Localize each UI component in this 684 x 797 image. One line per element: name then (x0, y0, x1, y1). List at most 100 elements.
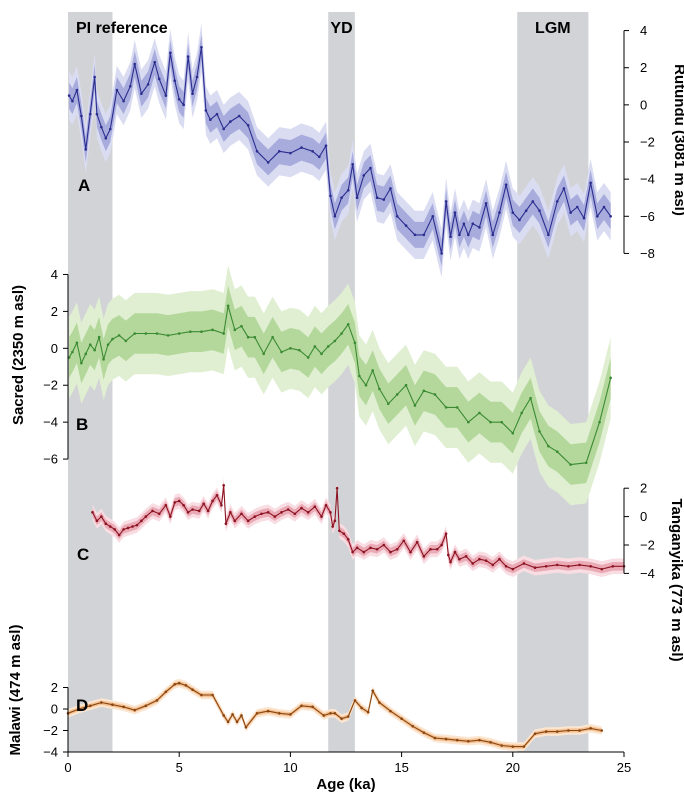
y-axis-title-B: Sacred (2350 m asl) (10, 285, 27, 425)
point-A-9 (104, 136, 108, 140)
point-D-2 (88, 704, 92, 708)
point-B-36 (333, 339, 337, 343)
point-A-66 (471, 222, 475, 226)
point-D-49 (511, 745, 515, 748)
point-D-54 (567, 729, 570, 732)
y-tick-label-A-3: −2 (640, 135, 655, 150)
data-series (66, 23, 626, 751)
point-C-59 (389, 550, 392, 554)
y-tick-label-C-0: 2 (640, 481, 647, 496)
uncertainty-inner-C (92, 481, 624, 574)
point-C-71 (453, 550, 457, 554)
y-tick-label-C-2: −2 (640, 538, 655, 553)
point-B-22 (226, 304, 230, 308)
point-A-70 (498, 211, 501, 214)
point-B-34 (320, 352, 323, 356)
point-C-68 (444, 532, 448, 535)
point-D-41 (422, 731, 426, 734)
point-C-85 (567, 565, 570, 568)
point-A-81 (575, 205, 579, 209)
point-D-1 (77, 707, 81, 711)
point-A-20 (169, 51, 172, 55)
point-A-0 (67, 94, 71, 97)
point-B-24 (240, 324, 243, 328)
point-A-11 (115, 88, 119, 92)
y-tick-label-D-3: −4 (43, 745, 58, 760)
point-C-74 (471, 562, 475, 565)
point-A-77 (547, 233, 550, 237)
x-tick-label-0: 0 (64, 760, 71, 775)
point-D-34 (360, 706, 363, 710)
point-A-3 (80, 114, 83, 118)
point-C-23 (202, 502, 205, 506)
point-C-18 (177, 499, 181, 503)
point-C-31 (233, 519, 237, 523)
y-tick-label-A-2: 0 (640, 97, 647, 112)
point-D-45 (467, 739, 470, 743)
panel-label-B: B (76, 415, 88, 434)
point-D-46 (478, 738, 481, 742)
point-C-72 (458, 557, 461, 561)
point-C-81 (522, 562, 526, 565)
point-D-22 (255, 712, 259, 715)
point-B-48 (422, 389, 426, 393)
uncertainty-inner-B (69, 285, 611, 485)
point-B-61 (555, 450, 559, 453)
panel-label-D: D (76, 696, 88, 715)
point-D-21 (244, 725, 248, 729)
point-C-26 (215, 494, 219, 497)
point-A-25 (191, 92, 194, 96)
point-B-47 (413, 404, 417, 407)
point-A-74 (524, 209, 528, 213)
point-D-14 (200, 693, 203, 697)
point-B-25 (246, 335, 250, 339)
point-A-30 (215, 112, 219, 116)
point-A-64 (462, 222, 466, 226)
point-C-33 (246, 519, 250, 523)
point-D-11 (177, 681, 181, 685)
point-A-56 (413, 233, 417, 237)
point-C-29 (224, 522, 228, 525)
point-B-58 (529, 396, 532, 400)
point-C-70 (449, 560, 452, 564)
point-A-40 (311, 149, 314, 153)
point-D-13 (191, 688, 194, 691)
point-B-28 (271, 335, 274, 339)
point-B-6 (93, 348, 96, 352)
point-C-35 (260, 512, 263, 516)
point-D-52 (544, 730, 548, 733)
point-A-63 (458, 233, 461, 237)
point-A-58 (431, 214, 435, 218)
point-B-1 (71, 350, 74, 354)
point-C-63 (415, 540, 419, 544)
point-C-11 (140, 519, 143, 523)
point-A-4 (84, 148, 88, 151)
point-C-53 (351, 550, 354, 554)
point-A-68 (484, 201, 488, 205)
point-C-15 (164, 503, 168, 507)
point-A-71 (504, 183, 508, 187)
point-D-36 (371, 689, 374, 693)
point-D-19 (235, 720, 239, 724)
point-C-8 (126, 526, 130, 530)
point-A-13 (128, 84, 132, 88)
point-B-43 (378, 387, 381, 391)
point-C-83 (544, 565, 548, 568)
y-tick-label-B-1: 2 (51, 304, 58, 319)
point-D-24 (277, 712, 281, 715)
point-B-52 (467, 420, 470, 424)
x-tick-label-4: 20 (506, 760, 520, 775)
y-tick-label-A-4: −4 (640, 172, 655, 187)
x-tick-label-1: 5 (176, 760, 183, 775)
point-D-44 (455, 738, 459, 742)
text-labels: PI reference YD LGM Rutundu (3081 m asl) A Sa… (7, 20, 684, 793)
point-C-89 (611, 565, 615, 568)
point-A-78 (555, 200, 559, 203)
point-C-21 (191, 508, 194, 511)
point-A-61 (449, 235, 452, 239)
x-tick-label-3: 15 (394, 760, 408, 775)
point-A-2 (75, 88, 79, 92)
point-D-39 (400, 717, 403, 720)
point-D-56 (589, 727, 592, 730)
